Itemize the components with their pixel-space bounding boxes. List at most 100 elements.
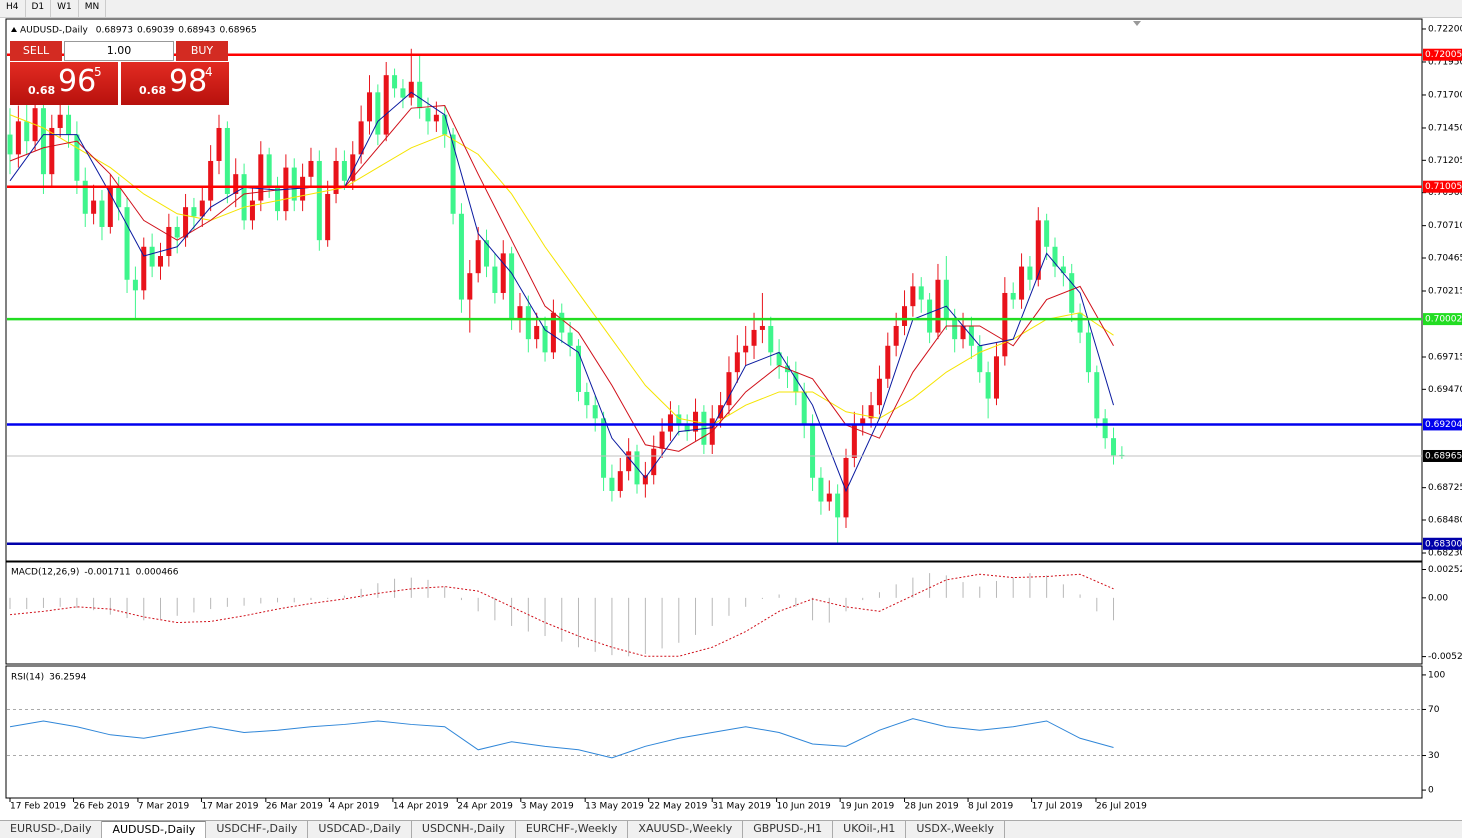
candle-body [291, 167, 297, 201]
main-panel [5, 18, 1423, 562]
macd-panel [5, 561, 1423, 665]
candle-body [843, 457, 849, 518]
ohlc-value: 0.68973 [96, 26, 133, 36]
y-tick-label: 0 [1428, 786, 1434, 796]
candle-body [383, 75, 389, 135]
y-tick-label: 0.68480 [1428, 516, 1462, 526]
chart-tab[interactable]: USDX-,Weekly [906, 821, 1006, 838]
x-tick-label: 31 May 2019 [712, 802, 771, 812]
one-click-trading: SELL 1.00 BUY 0.68 96 5 0.68 98 4 [10, 41, 229, 105]
x-tick-label: 10 Jun 2019 [777, 802, 831, 812]
candle-body [183, 207, 189, 238]
candle-body [601, 418, 607, 478]
y-tick-label: 0.70960 [1428, 188, 1462, 198]
price-big: 98 [169, 64, 208, 99]
candle-body [467, 273, 473, 300]
x-tick-label: 19 Jun 2019 [840, 802, 894, 812]
level-line-label: 0.71005 [1425, 182, 1462, 192]
price-small: 5 [94, 65, 102, 79]
candle-body [810, 424, 816, 478]
candle-body [49, 127, 55, 175]
candle-body [902, 306, 908, 326]
chart-tab[interactable]: AUDUSD-,Daily [102, 821, 207, 838]
buy-button[interactable]: BUY [176, 41, 228, 61]
candle-body [375, 92, 381, 135]
x-tick-label: 17 Mar 2019 [201, 802, 258, 812]
y-tick-label: 0.71700 [1428, 90, 1462, 100]
chart: AUDUSD-,Daily 0.68973 0.69039 0.68943 0.6896… [5, 18, 1462, 812]
shift-marker [1133, 21, 1141, 26]
candle-body [1060, 266, 1066, 274]
timeframe-button[interactable]: MN [79, 0, 107, 17]
y-tick-label: 70 [1428, 705, 1440, 715]
candle-body [325, 193, 331, 241]
candle-body [1111, 438, 1117, 456]
candle-body [860, 418, 866, 425]
candle-body [935, 279, 941, 333]
candle-body [341, 160, 347, 181]
candle-body [1035, 220, 1041, 280]
y-tick-label: 0.70215 [1428, 286, 1462, 296]
chart-tab[interactable]: EURUSD-,Daily [0, 821, 103, 838]
candle-body [876, 378, 882, 406]
x-tick-label: 22 May 2019 [649, 802, 708, 812]
candle-body [1052, 246, 1058, 267]
y-tick-label: 0.69715 [1428, 352, 1462, 362]
chart-tab[interactable]: EURCHF-,Weekly [516, 821, 629, 838]
candle-body [525, 306, 531, 340]
ask-price[interactable]: 0.68 98 4 [121, 62, 229, 105]
candle-body [116, 187, 122, 208]
candle-body [910, 286, 916, 307]
candle-body [575, 345, 581, 392]
chart-tab[interactable]: USDCAD-,Daily [308, 821, 412, 838]
moving-average [9, 114, 1114, 426]
candle-body [107, 187, 113, 227]
timeframe-button[interactable]: W1 [51, 0, 79, 17]
candle-body [99, 200, 105, 227]
candle-body [776, 352, 782, 366]
x-tick-label: 26 Feb 2019 [74, 802, 130, 812]
candle-body [667, 414, 673, 432]
chart-tab[interactable]: USDCNH-,Daily [412, 821, 516, 838]
y-tick-label: 0.70710 [1428, 221, 1462, 231]
sell-button[interactable]: SELL [10, 41, 62, 61]
candle-body [584, 391, 590, 406]
candle-body [157, 256, 163, 267]
y-tick-label: 0.002522 [1428, 565, 1462, 575]
candle-body [751, 329, 757, 346]
level-line-tag [1423, 537, 1462, 550]
candle-body [417, 81, 423, 109]
candle-body [659, 431, 665, 449]
timeframe-button[interactable]: H4 [0, 0, 26, 17]
x-tick-label: 26 Jul 2019 [1096, 802, 1147, 812]
y-tick-label: 0.69470 [1428, 385, 1462, 395]
candle-body [392, 75, 398, 89]
lot-input[interactable]: 1.00 [64, 41, 174, 61]
candle-body [300, 176, 306, 201]
chart-tab[interactable]: USDCHF-,Daily [206, 821, 309, 838]
candle-body [124, 207, 130, 280]
timeframe-button[interactable]: D1 [26, 0, 52, 17]
bid-price[interactable]: 0.68 96 5 [10, 62, 118, 105]
rsi-line [9, 718, 1114, 759]
candle-body [509, 253, 515, 320]
candle-body [985, 372, 991, 399]
candle-body [534, 325, 540, 340]
candle-body [676, 414, 682, 425]
candle-body [458, 213, 464, 300]
candle-body [952, 319, 958, 340]
chart-tab[interactable]: UKOil-,H1 [833, 821, 907, 838]
candle-body [132, 279, 138, 291]
chart-tab[interactable]: GBPUSD-,H1 [743, 821, 834, 838]
candle-body [868, 405, 874, 419]
candle-body [433, 114, 439, 122]
candle-body [308, 160, 314, 177]
level-line-label: 0.72005 [1425, 50, 1462, 60]
candle-body [1019, 266, 1025, 300]
indicator-title: MACD(12,26,9) [11, 568, 79, 578]
candle-body [517, 306, 523, 320]
chart-tab[interactable]: XAUUSD-,Weekly [628, 821, 744, 838]
level-line-label: 0.68300 [1425, 539, 1462, 549]
y-tick-label: 0.71950 [1428, 57, 1462, 67]
candle-body [141, 246, 147, 291]
